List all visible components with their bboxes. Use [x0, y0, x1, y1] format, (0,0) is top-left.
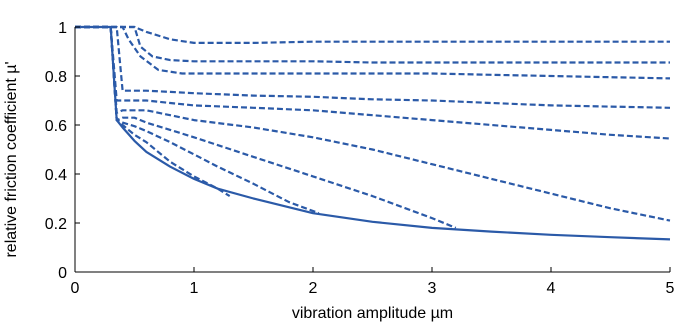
series-line-10: [75, 25, 670, 44]
y-axis-label: relative friction coefficient µ': [3, 61, 20, 257]
series-line-8: [75, 25, 671, 80]
series-line-7: [75, 25, 671, 109]
x-axis-label: vibration amplitude µm: [292, 305, 453, 322]
y-tick-label: 0.4: [45, 167, 67, 184]
plot-area: [75, 25, 671, 241]
x-tick-label: 1: [190, 280, 199, 297]
y-tick-label: 0.2: [45, 216, 67, 233]
y-tick-label: 1: [58, 20, 67, 37]
x-tick-label: 2: [309, 280, 318, 297]
series-line-5: [75, 25, 671, 222]
x-tick-label: 5: [666, 280, 675, 297]
series-line-6: [75, 25, 671, 140]
series-line-9: [75, 25, 670, 64]
x-tick-label: 4: [547, 280, 556, 297]
series-line-4: [75, 25, 457, 229]
axes: [74, 26, 671, 273]
y-tick-label: 0.6: [45, 118, 67, 135]
y-tick-label: 0: [58, 265, 67, 282]
tick-labels: 0 1 2 3 4 5 0 0.2 0.4 0.6 0.8 1: [45, 20, 675, 297]
series-line-1: [75, 25, 671, 241]
x-tick-label: 0: [71, 280, 80, 297]
x-tick-label: 3: [428, 280, 437, 297]
y-tick-label: 0.8: [45, 69, 67, 86]
